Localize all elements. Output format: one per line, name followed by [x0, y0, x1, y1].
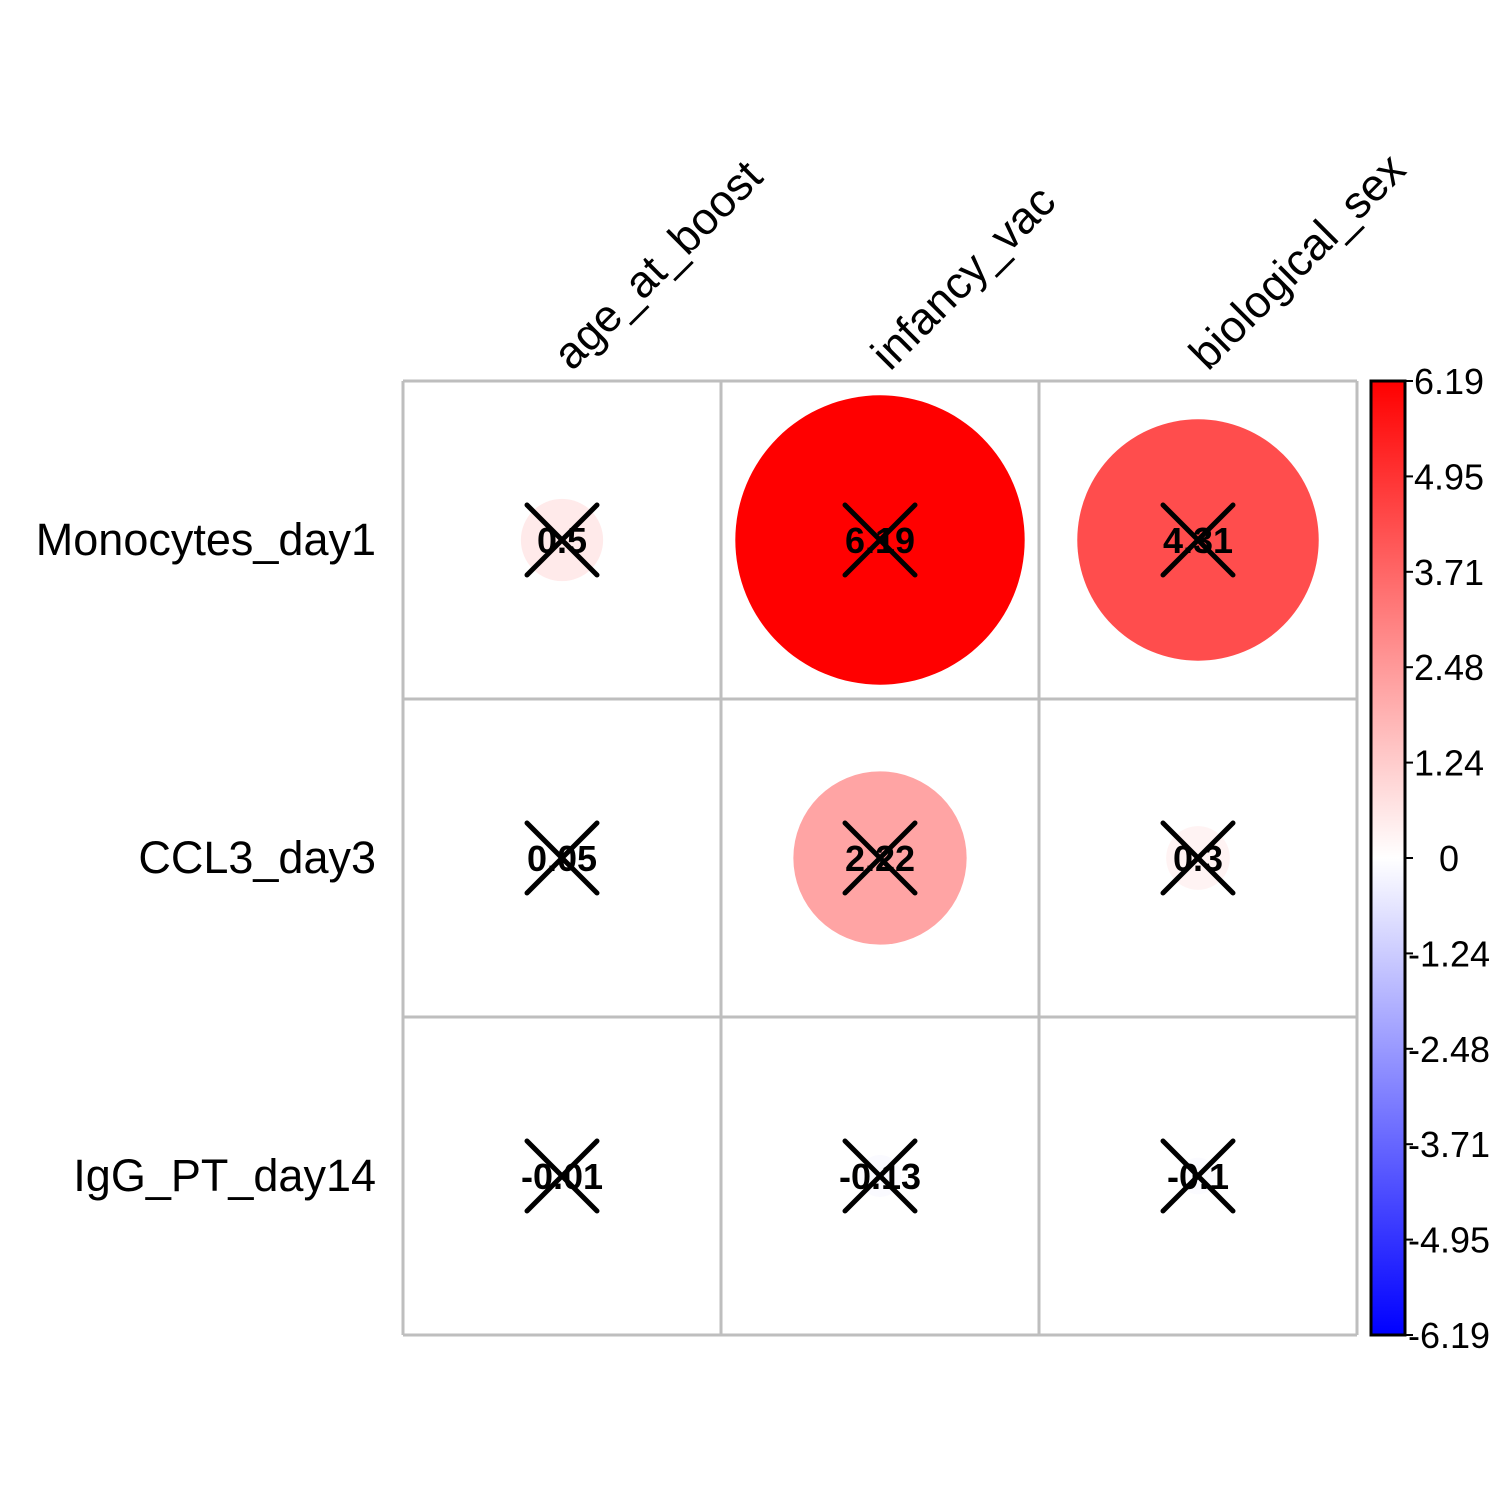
cross-mark-line	[524, 502, 600, 578]
color-legend: 6.19 4.95 3.71 2.48 1.24 0 -1.24 -2.48 -3.71 -4.9…	[1369, 361, 1490, 1356]
grid-layer	[401, 379, 1359, 1337]
cross-mark-line	[842, 820, 918, 896]
cross-mark-line	[842, 502, 918, 578]
cross-mark-line	[524, 1138, 600, 1214]
legend-tick-label: 1.24	[1414, 743, 1484, 784]
legend-tick-label: 4.95	[1414, 456, 1484, 497]
cross-mark-line	[1160, 1138, 1236, 1214]
mark-layer: 0.56.194.310.052.220.3-0.01-0.13-0.1	[521, 502, 1236, 1214]
legend-tick-label: -3.71	[1408, 1124, 1490, 1165]
legend-tick-label: -1.24	[1408, 933, 1490, 974]
cross-mark-line	[1160, 502, 1236, 578]
legend-tick-label: -6.19	[1408, 1315, 1490, 1356]
row-label: Monocytes_day1	[36, 514, 376, 565]
legend-tick-label: 6.19	[1414, 361, 1484, 402]
row-label: CCL3_day3	[138, 832, 376, 883]
cross-mark-line	[842, 1138, 918, 1214]
legend-tick-label: -4.95	[1408, 1220, 1490, 1261]
legend-tick-label: 3.71	[1414, 552, 1484, 593]
row-label: IgG_PT_day14	[73, 1150, 376, 1201]
legend-tick-label: 2.48	[1414, 647, 1484, 688]
cross-mark-line	[1160, 820, 1236, 896]
legend-tick-label: 0	[1439, 838, 1459, 879]
legend-tick-label: -2.48	[1408, 1029, 1490, 1070]
legend-bar	[1369, 379, 1407, 1337]
cross-mark-line	[524, 820, 600, 896]
